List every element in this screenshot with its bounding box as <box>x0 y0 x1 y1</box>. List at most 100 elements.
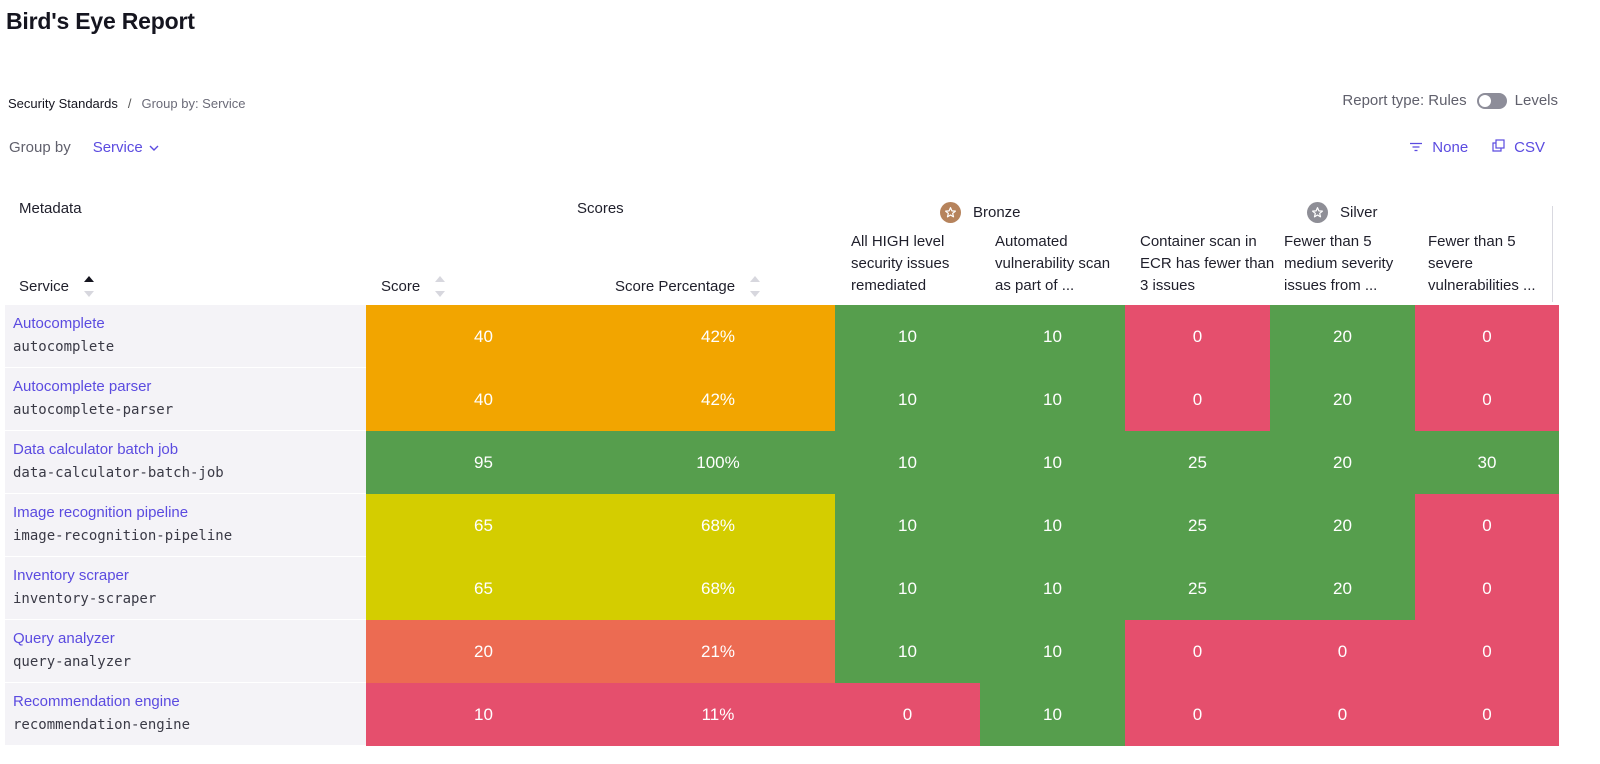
toggle-knob <box>1478 94 1491 107</box>
service-name-link[interactable]: Image recognition pipeline <box>13 504 189 521</box>
service-slug: query-analyzer <box>13 654 132 670</box>
table-row: Query analyzer query-analyzer 20 21% 10 10 0 0 0 <box>5 620 1559 683</box>
rule-score-cell: 20 <box>1270 431 1415 494</box>
table-row: Recommendation engine recommendation-engi… <box>5 683 1559 746</box>
group-header-metadata: Metadata <box>19 200 82 217</box>
service-cell: Autocomplete parser autocomplete-parser <box>5 368 366 431</box>
column-header-score-percentage[interactable]: Score Percentage <box>615 274 761 300</box>
filter-button[interactable]: None <box>1409 139 1468 156</box>
service-cell: Data calculator batch job data-calculator… <box>5 431 366 494</box>
rule-score-cell: 0 <box>1270 683 1415 746</box>
rule-score-cell: 0 <box>1415 494 1559 557</box>
service-slug: recommendation-engine <box>13 717 191 733</box>
rule-score-cell: 10 <box>835 431 980 494</box>
score-percentage-cell: 100% <box>601 431 835 494</box>
score-percentage-cell: 11% <box>601 683 835 746</box>
group-by-control: Group by Service <box>9 139 159 156</box>
service-name-link[interactable]: Recommendation engine <box>13 693 180 710</box>
rule-score-cell: 10 <box>980 368 1125 431</box>
score-cell: 65 <box>366 557 601 620</box>
score-percentage-cell: 68% <box>601 557 835 620</box>
breadcrumb: Security Standards / Group by: Service <box>8 96 246 111</box>
report-type-toggle[interactable] <box>1476 92 1507 109</box>
group-by-label: Group by <box>9 139 71 156</box>
service-name-link[interactable]: Query analyzer <box>13 630 115 647</box>
rule-score-cell: 0 <box>1415 557 1559 620</box>
service-cell: Image recognition pipeline image-recognit… <box>5 494 366 557</box>
service-name-link[interactable]: Autocomplete parser <box>13 378 152 395</box>
rule-score-cell: 10 <box>980 620 1125 683</box>
rule-score-cell: 25 <box>1125 494 1270 557</box>
service-cell: Query analyzer query-analyzer <box>5 620 366 683</box>
report-type-switch: Report type: Rules Levels <box>1342 92 1558 109</box>
report-type-alt-label: Levels <box>1514 92 1558 109</box>
rule-score-cell: 10 <box>835 557 980 620</box>
column-header-rule-vulnerability-scan: Automated vulnerability scan as part of … <box>995 233 1111 294</box>
group-header-scores: Scores <box>577 200 624 217</box>
score-header-label: Score <box>381 278 421 295</box>
rule-score-cell: 0 <box>1125 305 1270 368</box>
rule-score-cell: 10 <box>835 494 980 557</box>
silver-star-icon <box>1307 202 1328 223</box>
csv-button[interactable]: CSV <box>1492 139 1545 156</box>
rule-score-cell: 0 <box>1125 368 1270 431</box>
score-percentage-cell: 68% <box>601 494 835 557</box>
column-header-rule-high-issues: All HIGH level security issues remediate… <box>851 233 950 294</box>
table-row: Image recognition pipeline image-recognit… <box>5 494 1559 557</box>
rule-score-cell: 10 <box>980 431 1125 494</box>
filter-icon <box>1409 139 1423 156</box>
table-toolbar: None CSV <box>1409 139 1545 156</box>
score-percentage-cell: 42% <box>601 305 835 368</box>
rule-score-cell: 0 <box>1125 620 1270 683</box>
group-by-select[interactable]: Service <box>93 139 159 156</box>
rule-score-cell: 10 <box>835 305 980 368</box>
copy-icon <box>1492 139 1505 156</box>
level-header-silver: Silver <box>1307 202 1378 223</box>
csv-label: CSV <box>1514 139 1545 156</box>
rule-score-cell: 20 <box>1270 305 1415 368</box>
rule-score-cell: 0 <box>1415 368 1559 431</box>
column-header-service[interactable]: Service <box>19 274 95 300</box>
level-header-bronze: Bronze <box>940 202 1021 223</box>
rule-score-cell: 10 <box>980 494 1125 557</box>
column-header-rule-medium-issues: Fewer than 5 medium severity issues from… <box>1284 233 1394 294</box>
chevron-down-icon <box>149 139 159 156</box>
table-row: Autocomplete parser autocomplete-parser 40… <box>5 368 1559 431</box>
table-row: Autocomplete autocomplete 40 42% 10 10 0 20 0 <box>5 305 1559 368</box>
column-header-rule-severe-vulnerabilities: Fewer than 5 severe vulnerabilities ... <box>1428 233 1536 294</box>
service-name-link[interactable]: Inventory scraper <box>13 567 129 584</box>
score-percentage-cell: 21% <box>601 620 835 683</box>
column-header-rule-container-scan: Container scan in ECR has fewer than 3 i… <box>1140 233 1275 294</box>
rule-score-cell: 20 <box>1270 557 1415 620</box>
rule-score-cell: 10 <box>980 557 1125 620</box>
service-name-link[interactable]: Autocomplete <box>13 315 105 332</box>
service-slug: autocomplete-parser <box>13 402 174 418</box>
table-row: Data calculator batch job data-calculator… <box>5 431 1559 494</box>
page-title: Bird's Eye Report <box>6 8 195 34</box>
rule-score-cell: 10 <box>835 368 980 431</box>
header-divider <box>1552 206 1553 302</box>
service-name-link[interactable]: Data calculator batch job <box>13 441 179 458</box>
level-name-silver: Silver <box>1340 204 1378 221</box>
rule-score-cell: 10 <box>980 305 1125 368</box>
score-cell: 95 <box>366 431 601 494</box>
scores-table: Autocomplete autocomplete 40 42% 10 10 0 20 0 Aut… <box>5 305 1559 746</box>
group-by-value: Service <box>92 139 143 156</box>
sort-ascending-icon <box>83 274 95 300</box>
service-slug: image-recognition-pipeline <box>13 528 233 544</box>
rule-score-cell: 20 <box>1270 494 1415 557</box>
column-header-score[interactable]: Score <box>381 274 446 300</box>
rule-score-cell: 0 <box>835 683 980 746</box>
rule-score-cell: 0 <box>1270 620 1415 683</box>
score-percentage-cell: 42% <box>601 368 835 431</box>
score-cell: 10 <box>366 683 601 746</box>
sort-icon <box>434 274 446 300</box>
rule-score-cell: 10 <box>980 683 1125 746</box>
service-header-label: Service <box>19 278 70 295</box>
filter-label: None <box>1432 139 1469 156</box>
rule-score-cell: 10 <box>835 620 980 683</box>
score-percentage-header-label: Score Percentage <box>615 278 736 295</box>
breadcrumb-security-standards[interactable]: Security Standards <box>8 96 118 111</box>
service-slug: inventory-scraper <box>13 591 157 607</box>
rule-score-cell: 25 <box>1125 557 1270 620</box>
